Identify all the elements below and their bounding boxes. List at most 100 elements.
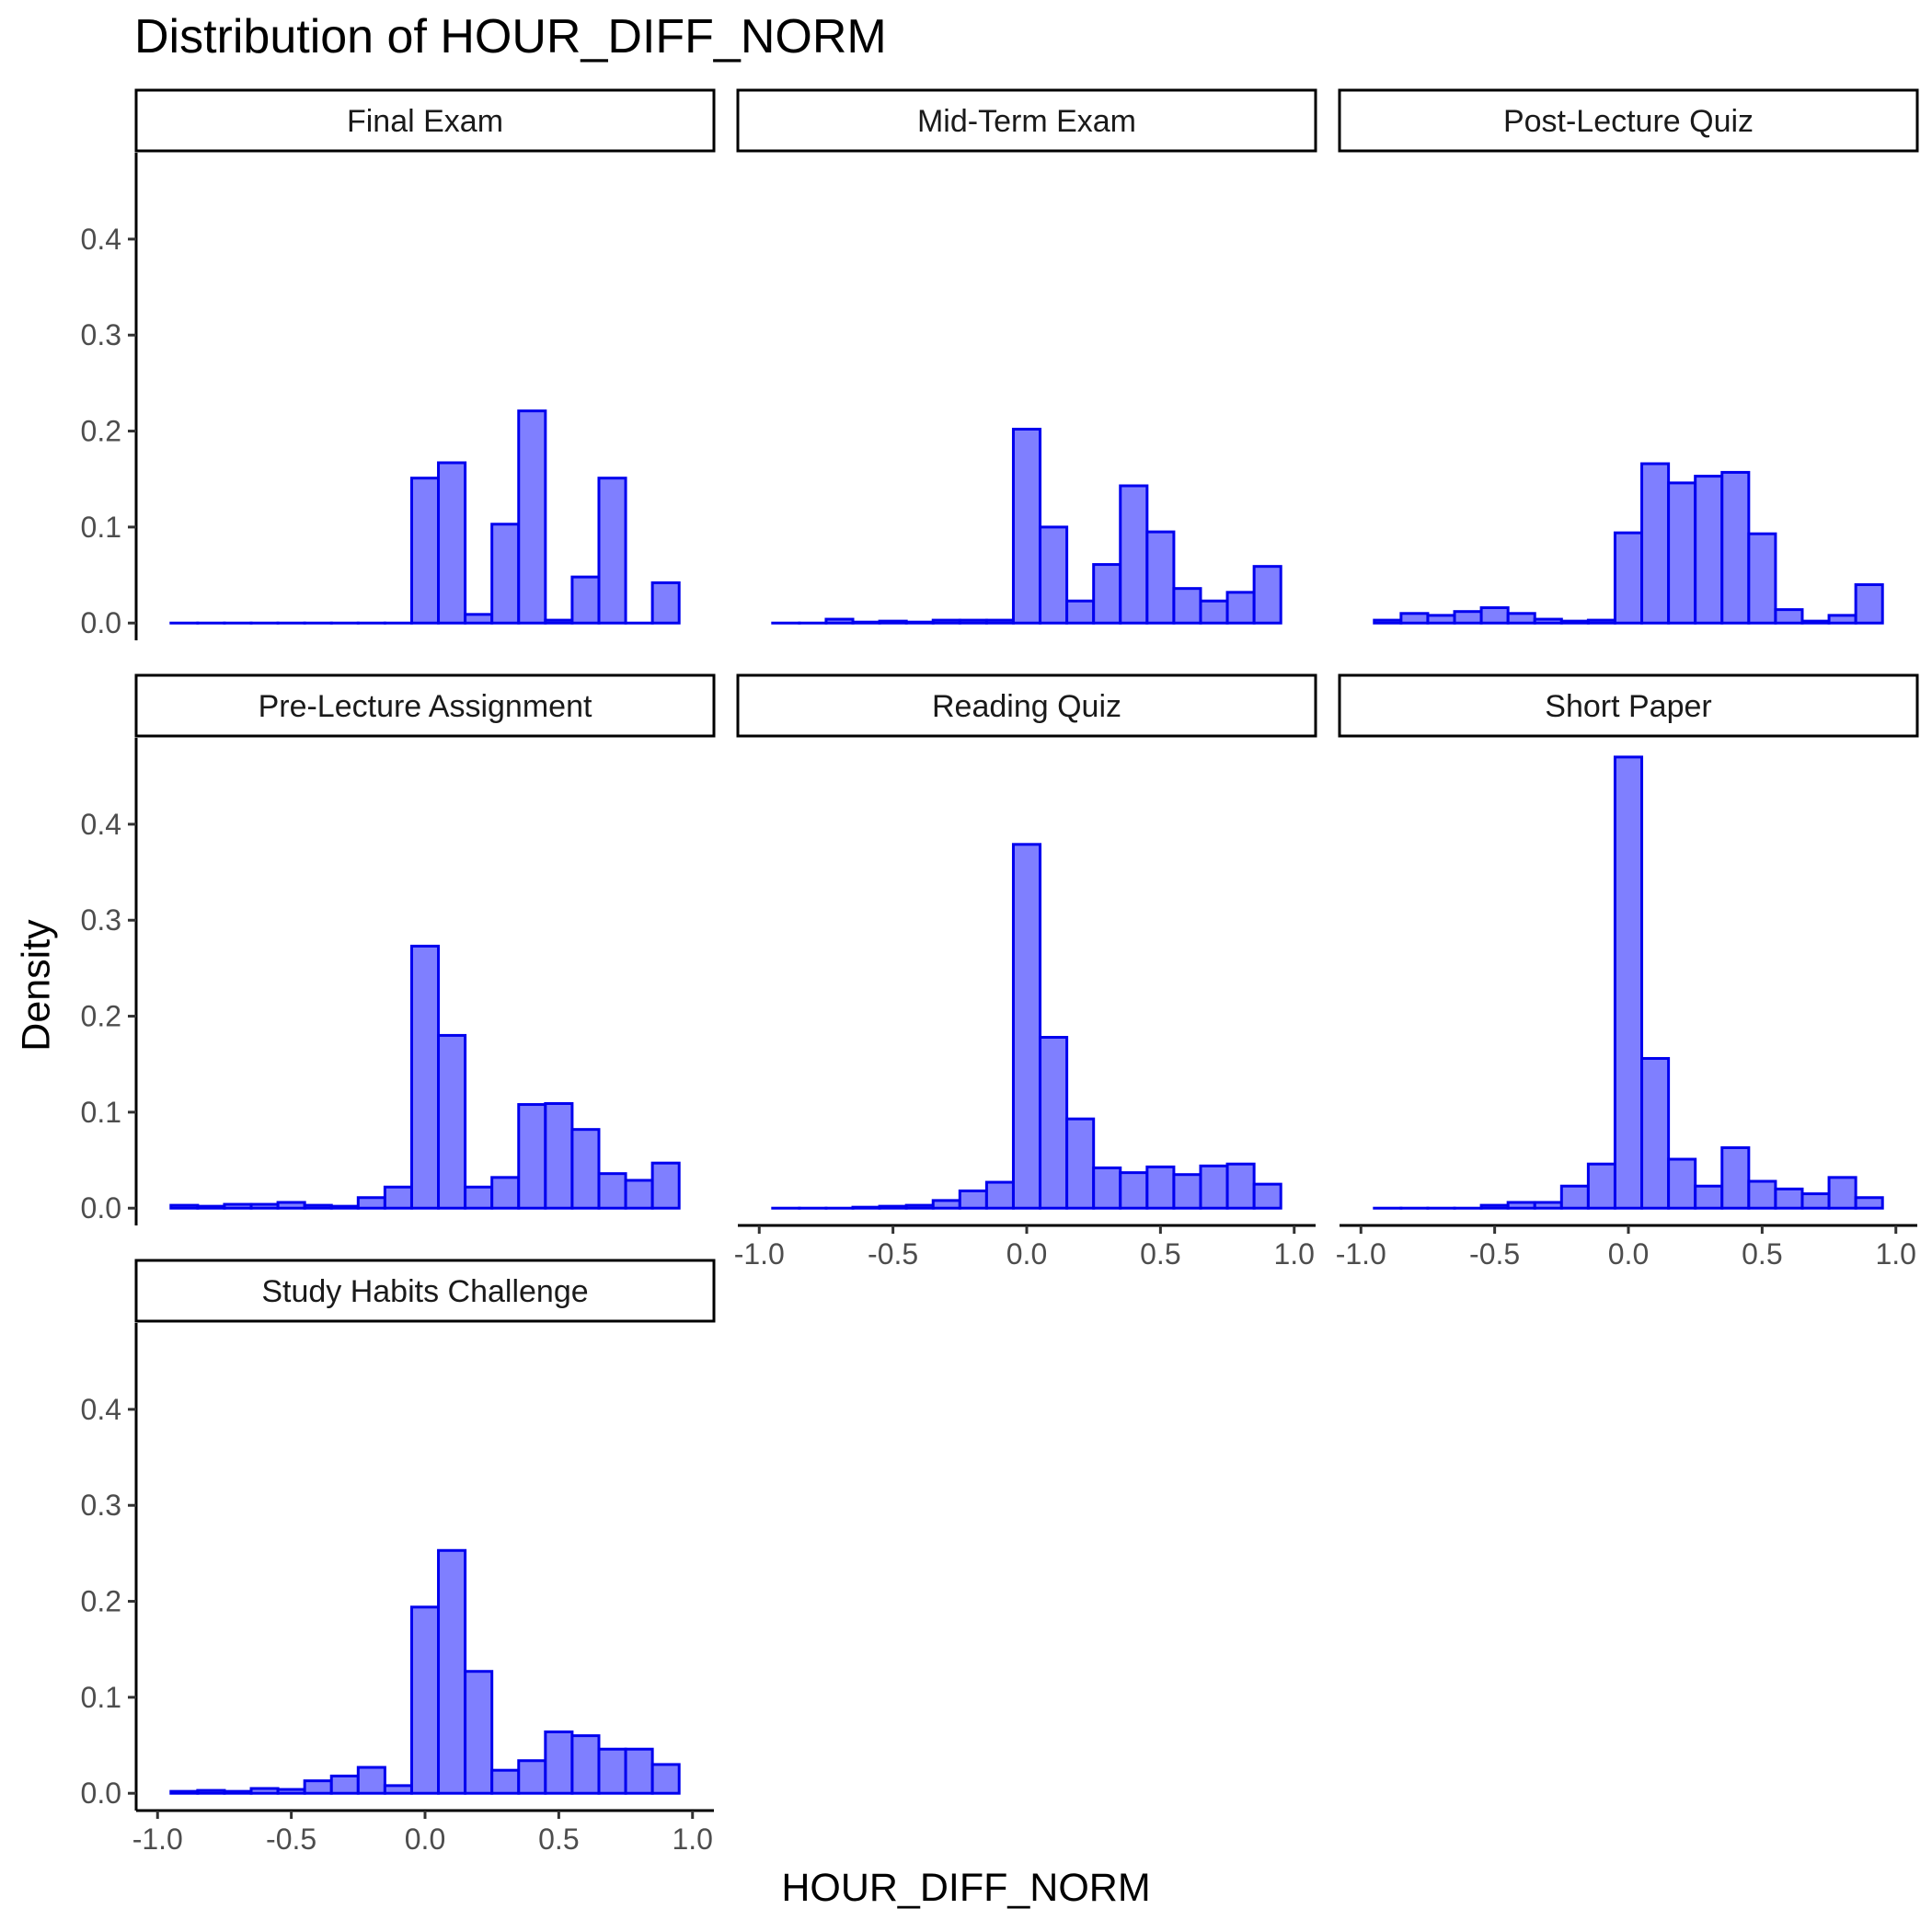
x-tick-label-short-paper: 1.0 bbox=[1875, 1237, 1915, 1271]
bar-mid-term-exam-13 bbox=[1092, 563, 1122, 625]
bar-final-exam-14 bbox=[517, 409, 547, 625]
bar-reading-quiz-10 bbox=[1011, 843, 1042, 1210]
y-tick-label-pre-lecture-assignment: 0.3 bbox=[81, 903, 121, 937]
bar-pre-lecture-assignment-6 bbox=[303, 1203, 333, 1210]
bar-post-lecture-quiz-9 bbox=[1586, 618, 1616, 625]
bar-mid-term-exam-4 bbox=[851, 620, 881, 625]
bar-pre-lecture-assignment-15 bbox=[544, 1102, 574, 1210]
bar-post-lecture-quiz-10 bbox=[1613, 531, 1644, 625]
bar-mid-term-exam-18 bbox=[1225, 591, 1256, 625]
bar-final-exam-12 bbox=[464, 613, 494, 625]
bar-post-lecture-quiz-4 bbox=[1453, 610, 1483, 625]
bar-mid-term-exam-15 bbox=[1145, 530, 1176, 625]
bar-pre-lecture-assignment-9 bbox=[383, 1185, 413, 1210]
y-tick-label-pre-lecture-assignment: 0.2 bbox=[81, 1000, 121, 1033]
facet-strip-study-habits-challenge bbox=[134, 1259, 716, 1323]
bar-mid-term-exam-6 bbox=[904, 620, 935, 625]
y-axis-title: Density bbox=[14, 919, 59, 1052]
bar-study-habits-challenge-18 bbox=[624, 1747, 654, 1795]
facet-strip-reading-quiz bbox=[736, 673, 1317, 738]
facet-strip-mid-term-exam bbox=[736, 88, 1317, 153]
bar-post-lecture-quiz-18 bbox=[1827, 614, 1857, 625]
bar-study-habits-challenge-10 bbox=[409, 1605, 441, 1795]
x-tick-label-reading-quiz: 1.0 bbox=[1273, 1237, 1314, 1271]
bar-short-paper-9 bbox=[1586, 1162, 1616, 1210]
bar-reading-quiz-17 bbox=[1199, 1164, 1229, 1210]
bar-final-exam-15 bbox=[544, 618, 574, 625]
y-tick-label-final-exam: 0.1 bbox=[81, 511, 121, 544]
bar-post-lecture-quiz-16 bbox=[1774, 608, 1804, 625]
bar-reading-quiz-6 bbox=[904, 1203, 935, 1210]
bar-mid-term-exam-10 bbox=[1011, 427, 1042, 625]
bar-mid-term-exam-16 bbox=[1172, 587, 1202, 625]
bar-study-habits-challenge-11 bbox=[437, 1548, 467, 1795]
facet-strip-pre-lecture-assignment bbox=[134, 673, 716, 738]
bar-study-habits-challenge-8 bbox=[356, 1765, 386, 1795]
bar-post-lecture-quiz-19 bbox=[1854, 582, 1884, 625]
bar-pre-lecture-assignment-16 bbox=[570, 1128, 601, 1210]
bar-study-habits-challenge-16 bbox=[570, 1734, 601, 1795]
bar-final-exam-10 bbox=[409, 477, 441, 625]
bar-pre-lecture-assignment-2 bbox=[196, 1204, 226, 1210]
bar-short-paper-18 bbox=[1827, 1176, 1857, 1210]
bar-post-lecture-quiz-14 bbox=[1720, 470, 1751, 625]
bar-post-lecture-quiz-5 bbox=[1479, 606, 1510, 625]
y-tick-label-final-exam: 0.4 bbox=[81, 223, 121, 256]
bar-short-paper-11 bbox=[1640, 1056, 1671, 1210]
y-tick-label-pre-lecture-assignment: 0.4 bbox=[81, 808, 121, 841]
bar-short-paper-17 bbox=[1800, 1192, 1831, 1210]
bar-study-habits-challenge-15 bbox=[544, 1730, 574, 1795]
y-tick-label-pre-lecture-assignment: 0.0 bbox=[81, 1191, 121, 1225]
x-tick-label-study-habits-challenge: -0.5 bbox=[266, 1823, 316, 1856]
bar-reading-quiz-8 bbox=[958, 1189, 988, 1210]
bar-post-lecture-quiz-12 bbox=[1667, 481, 1697, 625]
facet-label-pre-lecture-assignment: Pre-Lecture Assignment bbox=[259, 689, 592, 724]
x-tick-label-reading-quiz: -1.0 bbox=[734, 1237, 785, 1271]
bar-pre-lecture-assignment-10 bbox=[409, 944, 441, 1210]
x-tick-label-study-habits-challenge: -1.0 bbox=[132, 1823, 183, 1856]
x-tick-label-reading-quiz: 0.0 bbox=[1006, 1237, 1047, 1271]
y-tick-label-study-habits-challenge: 0.3 bbox=[81, 1489, 121, 1522]
bar-study-habits-challenge-2 bbox=[196, 1788, 226, 1795]
bar-post-lecture-quiz-17 bbox=[1800, 619, 1831, 625]
bar-post-lecture-quiz-8 bbox=[1559, 619, 1590, 625]
x-tick-label-reading-quiz: 0.5 bbox=[1140, 1237, 1180, 1271]
bar-final-exam-17 bbox=[597, 477, 627, 625]
bar-mid-term-exam-5 bbox=[878, 619, 908, 625]
bar-study-habits-challenge-19 bbox=[650, 1763, 681, 1795]
bar-pre-lecture-assignment-18 bbox=[624, 1179, 654, 1210]
bar-reading-quiz-11 bbox=[1039, 1036, 1069, 1210]
bar-short-paper-6 bbox=[1506, 1201, 1536, 1210]
bar-final-exam-11 bbox=[437, 461, 467, 625]
bar-mid-term-exam-17 bbox=[1199, 599, 1229, 625]
bar-short-paper-13 bbox=[1694, 1184, 1724, 1210]
bar-post-lecture-quiz-15 bbox=[1747, 532, 1777, 625]
bar-pre-lecture-assignment-13 bbox=[490, 1176, 521, 1210]
bar-final-exam-19 bbox=[650, 581, 681, 625]
bar-mid-term-exam-3 bbox=[824, 617, 855, 625]
x-tick-label-short-paper: 0.5 bbox=[1742, 1237, 1782, 1271]
y-tick-label-study-habits-challenge: 0.0 bbox=[81, 1777, 121, 1810]
bar-pre-lecture-assignment-12 bbox=[464, 1185, 494, 1210]
bar-pre-lecture-assignment-17 bbox=[597, 1172, 627, 1210]
bar-reading-quiz-7 bbox=[931, 1199, 961, 1210]
y-tick-label-final-exam: 0.2 bbox=[81, 415, 121, 448]
bar-pre-lecture-assignment-8 bbox=[356, 1196, 386, 1210]
x-tick-label-study-habits-challenge: 0.5 bbox=[538, 1823, 579, 1856]
bar-short-paper-7 bbox=[1533, 1201, 1563, 1210]
bar-mid-term-exam-14 bbox=[1119, 484, 1149, 625]
bar-pre-lecture-assignment-4 bbox=[249, 1202, 280, 1210]
chart-title: Distribution of HOUR_DIFF_NORM bbox=[134, 10, 887, 63]
bar-mid-term-exam-9 bbox=[984, 618, 1015, 625]
x-tick-label-study-habits-challenge: 0.0 bbox=[405, 1823, 445, 1856]
y-tick-label-final-exam: 0.3 bbox=[81, 318, 121, 351]
x-tick-label-short-paper: 0.0 bbox=[1608, 1237, 1649, 1271]
facet-label-study-habits-challenge: Study Habits Challenge bbox=[261, 1274, 588, 1309]
bar-mid-term-exam-19 bbox=[1252, 565, 1282, 625]
bar-mid-term-exam-11 bbox=[1039, 525, 1069, 625]
bar-mid-term-exam-7 bbox=[931, 618, 961, 625]
bar-short-paper-16 bbox=[1774, 1187, 1804, 1210]
bar-short-paper-15 bbox=[1747, 1179, 1777, 1210]
bar-pre-lecture-assignment-7 bbox=[329, 1204, 360, 1210]
